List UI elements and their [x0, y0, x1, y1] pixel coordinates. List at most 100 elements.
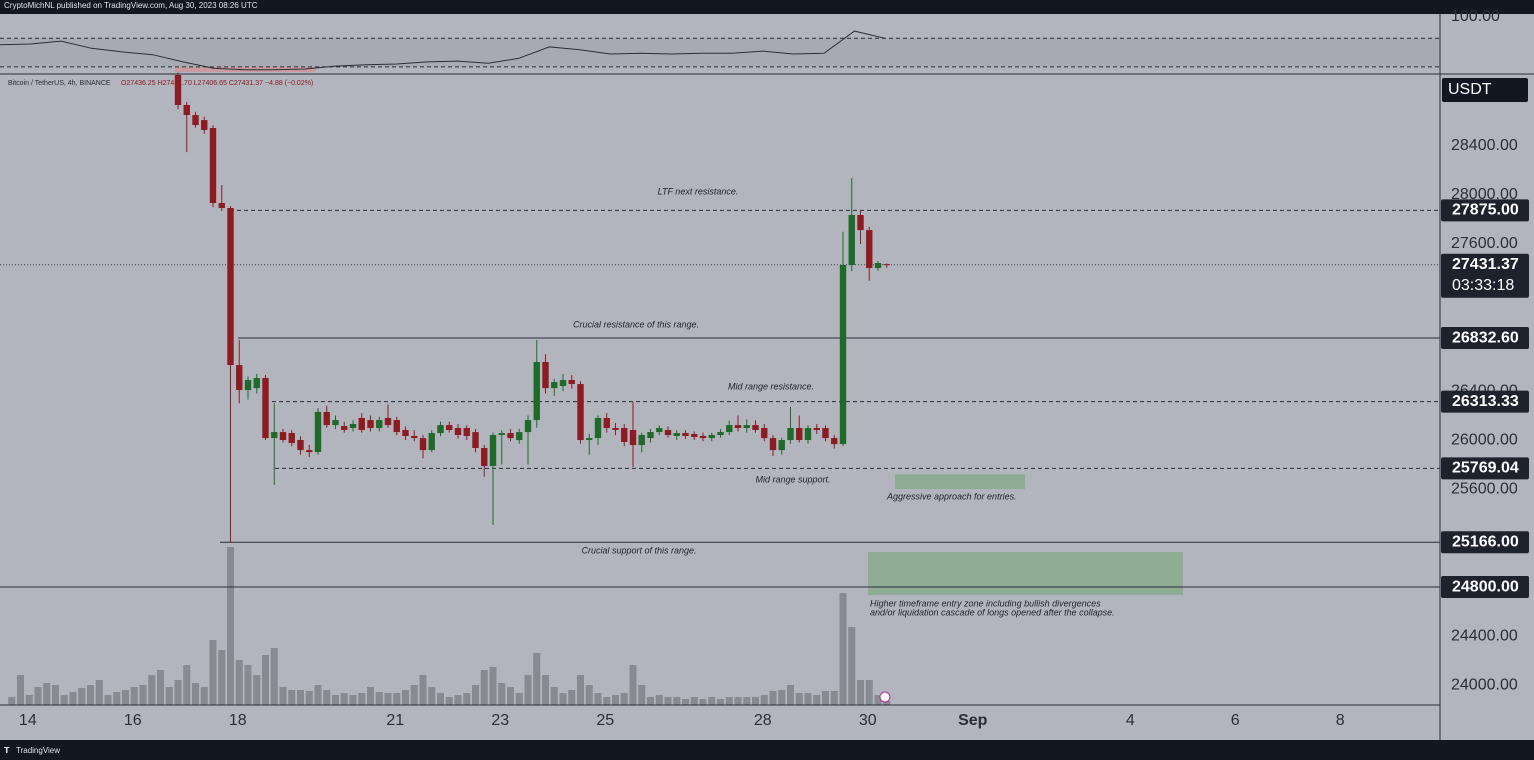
zone-note: Higher timeframe entry zone including bu…	[870, 598, 1101, 608]
candle-body	[568, 380, 575, 385]
volume-bar	[305, 691, 313, 705]
x-tick-label: 14	[19, 712, 37, 729]
candle-body	[857, 214, 864, 231]
price-tag	[1441, 327, 1529, 350]
volume-bar	[848, 627, 856, 705]
volume-bar	[647, 697, 654, 705]
candle-body	[708, 435, 715, 439]
volume-bar	[297, 690, 304, 705]
candle-body	[498, 433, 505, 436]
volume-bar	[857, 680, 864, 705]
volume-bar	[437, 693, 444, 705]
volume-bar	[542, 675, 549, 705]
volume-bar	[270, 648, 278, 705]
candle-body	[866, 230, 873, 269]
volume-bar	[620, 693, 628, 705]
candle-body	[831, 438, 838, 445]
volume-bar	[822, 691, 829, 705]
volume-bar	[375, 692, 383, 705]
volume-bar	[148, 675, 156, 705]
candle-body	[516, 432, 523, 441]
x-tick-label: 6	[1231, 712, 1240, 729]
volume-bar	[515, 693, 523, 705]
candle-body	[778, 440, 785, 451]
candle-body	[761, 428, 768, 439]
volume-bar	[507, 687, 514, 705]
candle-body	[559, 380, 567, 387]
volume-bar	[752, 697, 759, 705]
candle-body	[726, 425, 733, 433]
candle-body	[463, 428, 470, 436]
candle-body	[271, 432, 278, 439]
candle-body	[752, 425, 759, 430]
volume-bar	[244, 665, 252, 705]
volume-bar	[402, 690, 409, 705]
candle-body	[524, 420, 532, 433]
candle-body	[603, 417, 610, 429]
rsi-oversold-fill	[175, 64, 315, 72]
volume-bar	[349, 695, 357, 705]
candle-body	[358, 417, 365, 430]
volume-bar	[122, 690, 129, 705]
volume-bar	[218, 650, 226, 705]
x-tick-label: 25	[596, 712, 614, 729]
candle-body	[638, 435, 645, 446]
x-tick-label: 30	[859, 712, 877, 729]
candle-body	[323, 411, 330, 426]
ohlc-legend: O27436.25 H27441.70 L27406.65 C27431.37 …	[121, 80, 313, 87]
volume-bar	[358, 693, 366, 705]
event-icon	[879, 691, 891, 703]
price-tag-label: 26313.33	[1452, 393, 1519, 410]
candle-body	[612, 428, 619, 430]
footer: TradingView	[16, 746, 60, 755]
candle-body	[472, 432, 479, 448]
volume-bar	[253, 675, 261, 705]
volume-bar	[183, 665, 191, 705]
volume-bar	[585, 685, 593, 705]
price-tag-label: 25166.00	[1452, 533, 1519, 550]
y-tick-label: 25600.00	[1451, 480, 1518, 497]
zone-note: Aggressive approach for entries.	[886, 491, 1017, 501]
y-tick-label: 24000.00	[1451, 676, 1518, 693]
volume-bar	[323, 690, 331, 705]
candle-body	[621, 428, 628, 442]
candle-body	[244, 380, 252, 391]
volume-bar	[743, 697, 751, 705]
volume-bar	[559, 693, 567, 705]
candle-body	[533, 361, 540, 421]
volume-bar	[804, 693, 812, 705]
candle-body	[236, 365, 243, 391]
volume-bar	[489, 667, 497, 705]
volume-bar	[813, 695, 821, 705]
candle-body	[813, 428, 820, 430]
volume-bar	[682, 699, 689, 705]
candle-body	[297, 440, 304, 451]
currency-box	[1442, 78, 1528, 102]
volume-bar	[384, 693, 392, 705]
volume-bar	[288, 690, 296, 705]
x-tick-label: Sep	[958, 712, 988, 729]
volume-bar	[480, 670, 488, 705]
volume-bar	[279, 687, 287, 705]
candle-body	[253, 378, 260, 389]
candle-body	[446, 425, 453, 430]
volume-bar	[533, 653, 541, 705]
price-tag-label: 27875.00	[1452, 202, 1519, 219]
candle-body	[349, 423, 357, 429]
price-tag	[1441, 199, 1529, 222]
x-tick-label: 18	[229, 712, 247, 729]
volume-bar	[69, 692, 77, 705]
volume-bar	[340, 693, 348, 705]
candle-body	[787, 428, 794, 441]
volume-bar	[262, 655, 269, 705]
volume-bar	[839, 593, 847, 705]
volume-bar	[78, 688, 86, 705]
candle-body	[691, 434, 698, 437]
candle-body	[209, 128, 217, 203]
volume-bar	[60, 695, 68, 705]
candle-body	[332, 420, 339, 426]
price-tag	[1441, 390, 1529, 413]
volume-bar	[673, 697, 681, 705]
candle-body	[262, 378, 269, 439]
candle-body	[288, 433, 295, 443]
